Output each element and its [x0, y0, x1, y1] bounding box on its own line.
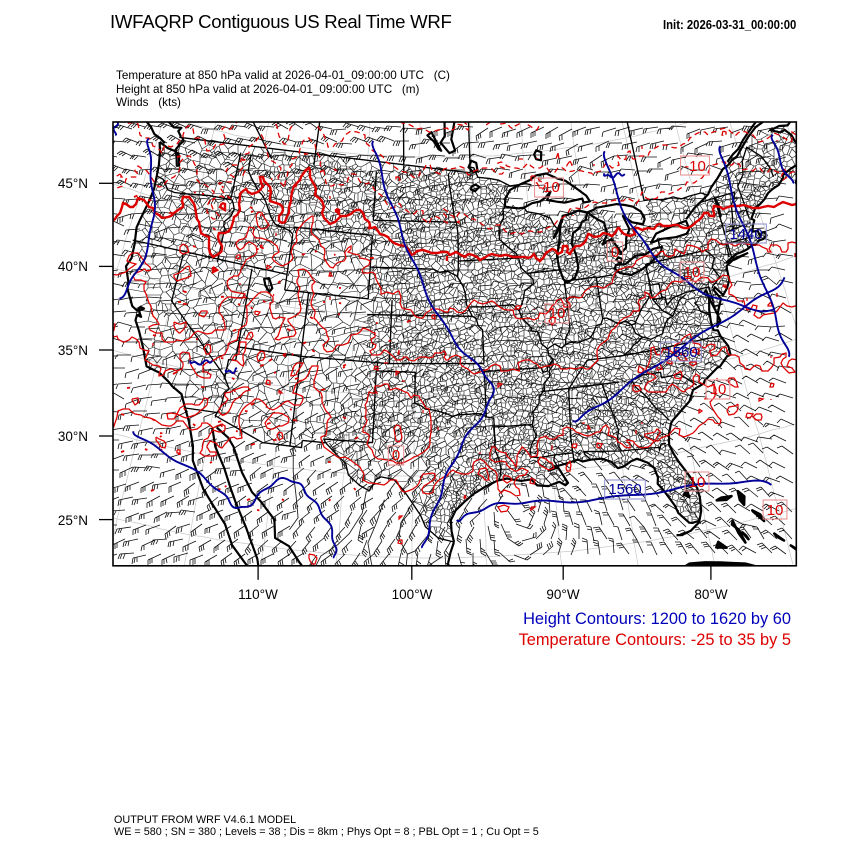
svg-text:1560: 1560 [664, 344, 697, 361]
svg-text:1440: 1440 [729, 226, 762, 243]
svg-text:10: 10 [549, 305, 566, 322]
svg-text:-10: -10 [684, 158, 706, 175]
svg-text:1560: 1560 [608, 481, 641, 498]
svg-text:10: 10 [710, 381, 727, 398]
svg-text:0: 0 [392, 447, 400, 464]
svg-text:10: 10 [767, 502, 784, 519]
svg-text:0: 0 [611, 244, 619, 261]
svg-text:-10: -10 [538, 179, 560, 196]
svg-text:10: 10 [689, 474, 706, 491]
svg-text:10: 10 [684, 264, 701, 281]
